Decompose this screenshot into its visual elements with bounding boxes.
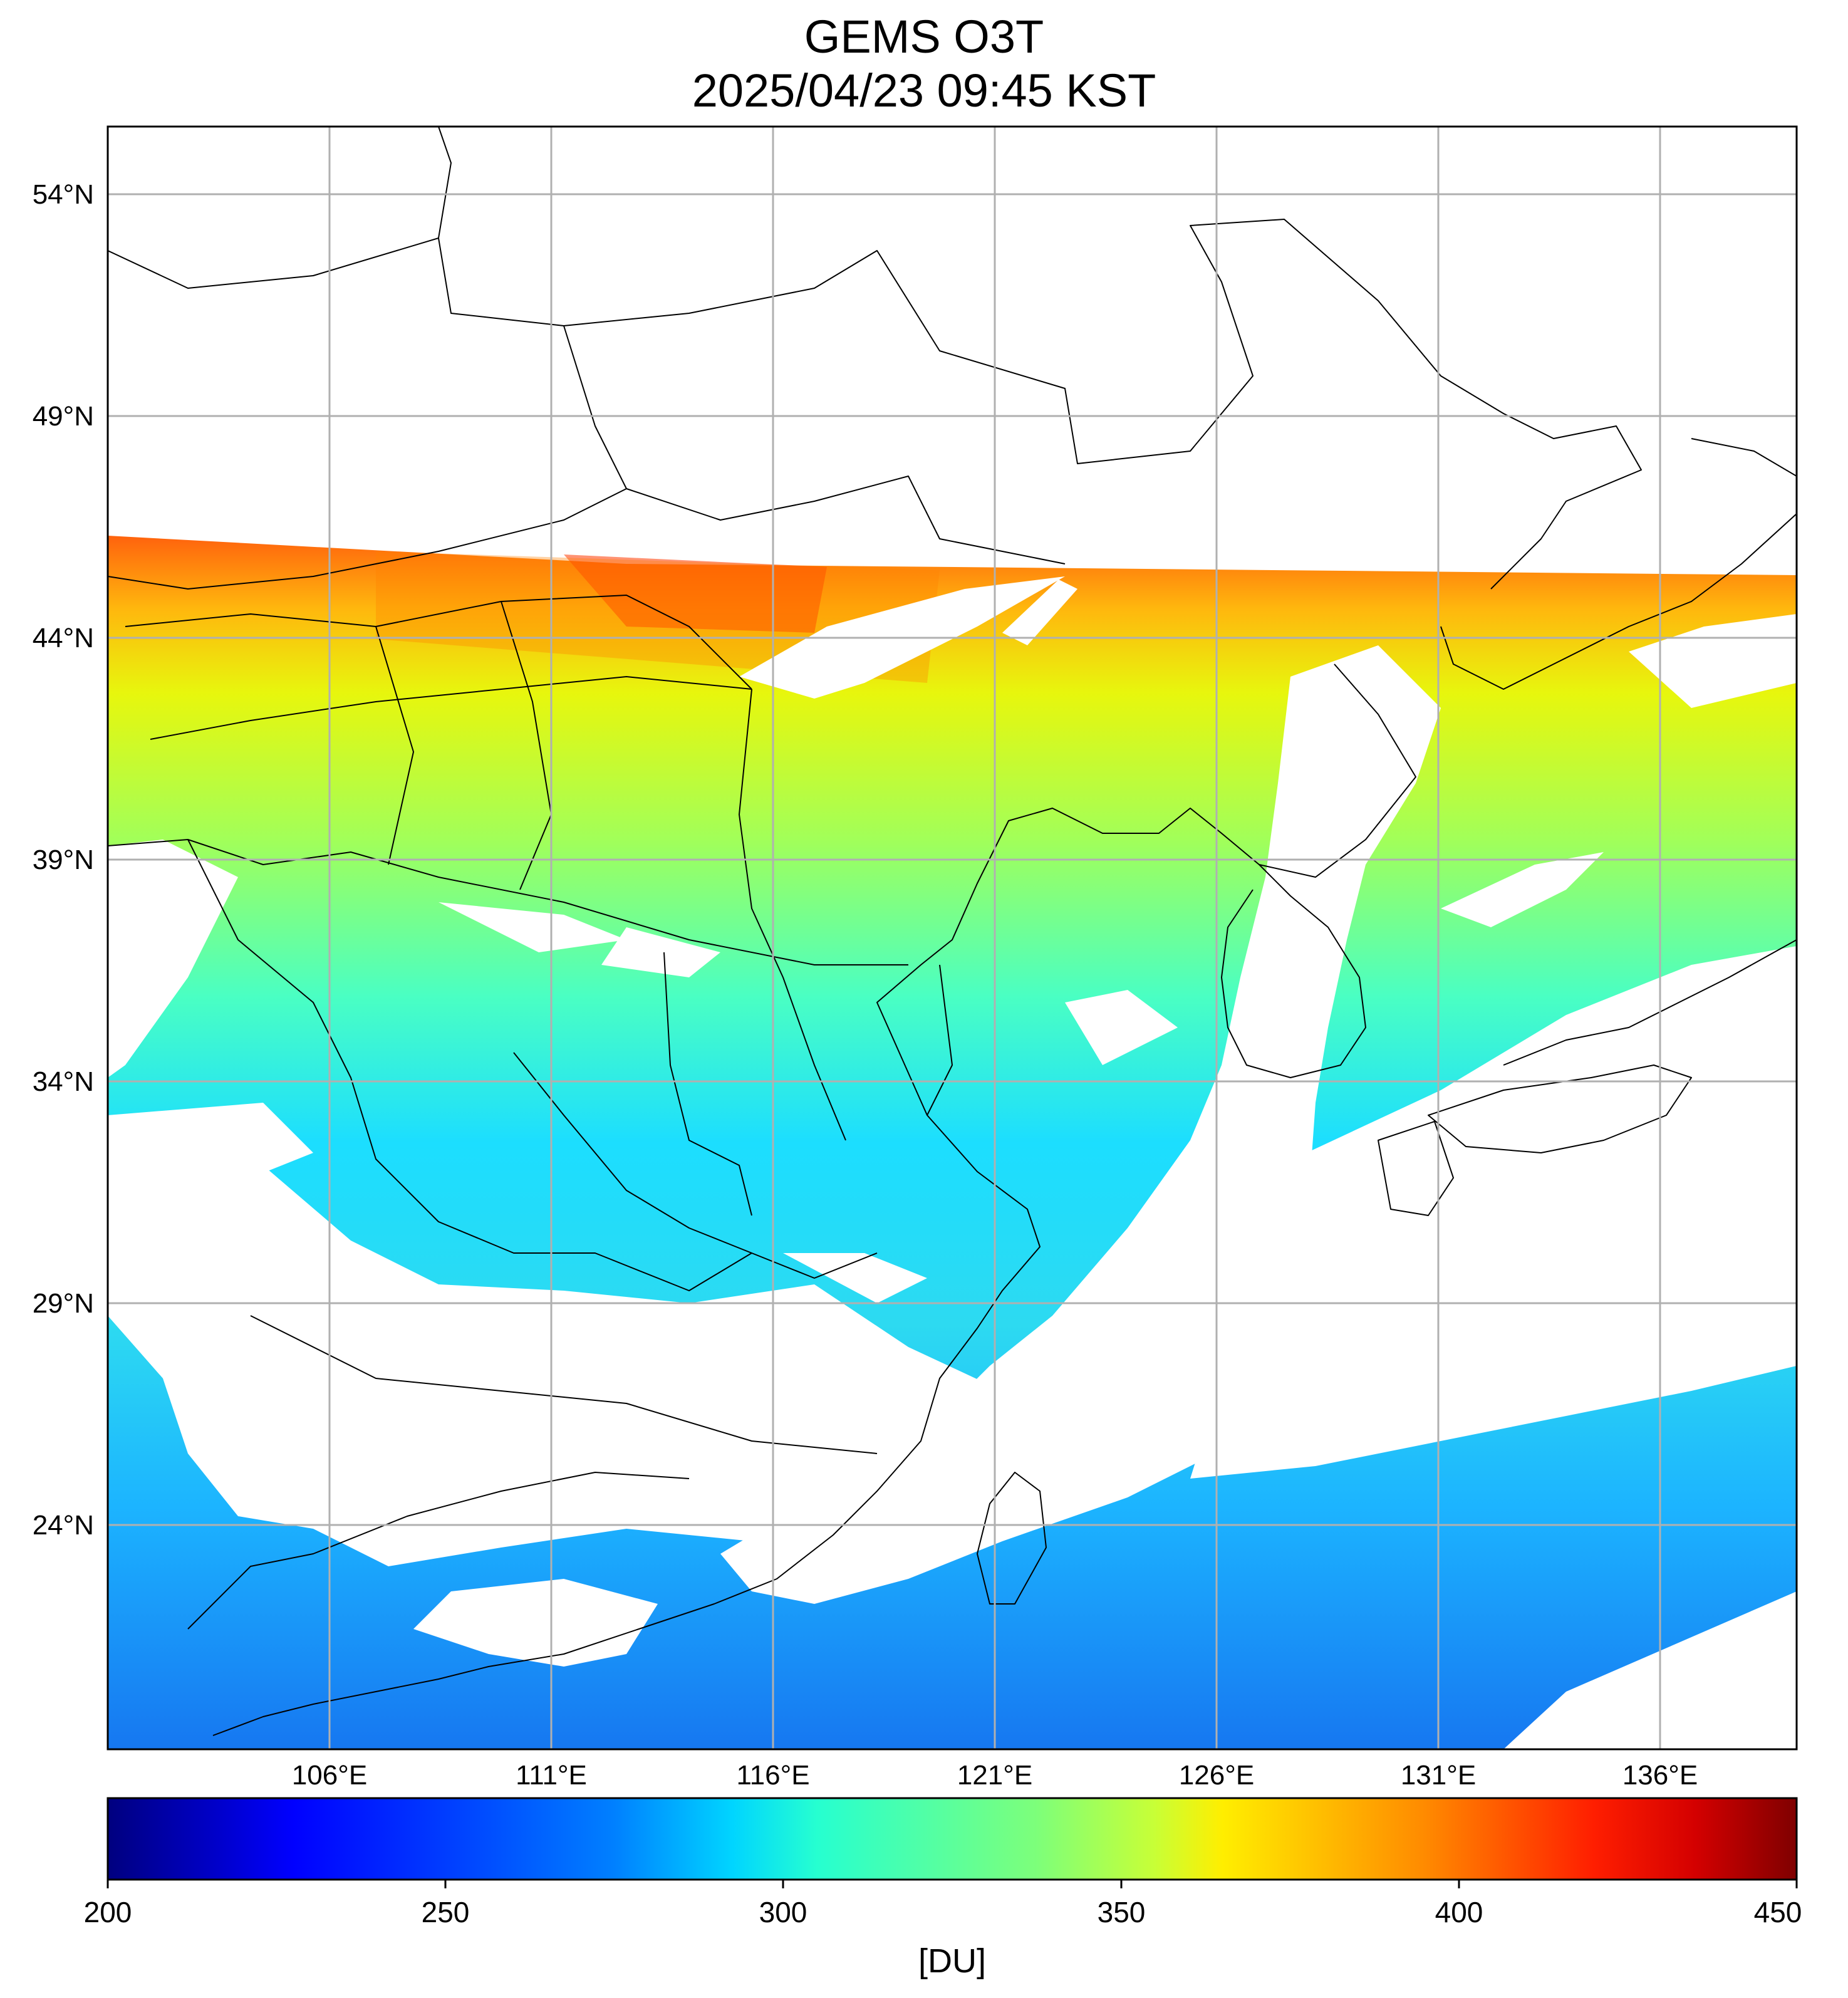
lat-label: 24°N (33, 1510, 94, 1541)
longitude-labels: 106°E 111°E 116°E 121°E 126°E 131°E 136°… (292, 1760, 1698, 1791)
lon-label: 131°E (1401, 1760, 1476, 1791)
lon-label: 126°E (1179, 1760, 1254, 1791)
colorbar (106, 1797, 1798, 1881)
lon-label: 136°E (1622, 1760, 1698, 1791)
latitude-labels: 54°N 49°N 44°N 39°N 34°N 29°N 24°N (33, 179, 94, 1541)
lon-label: 111°E (516, 1760, 587, 1791)
colorbar-tick-label: 300 (759, 1896, 807, 1928)
map-subtitle: 2025/04/23 09:45 KST (692, 65, 1156, 117)
colorbar-tick-label: 450 (1754, 1896, 1802, 1928)
colorbar-tick-label: 350 (1098, 1896, 1146, 1928)
lat-label: 29°N (33, 1288, 94, 1319)
lat-label: 39°N (33, 845, 94, 875)
lon-label: 106°E (292, 1760, 367, 1791)
colorbar-tick-label: 250 (422, 1896, 470, 1928)
colorbar-tick-labels: 200 250 300 350 400 450 (84, 1896, 1802, 1928)
map-title: GEMS O3T (804, 11, 1044, 63)
colorbar-ticks (106, 1880, 1798, 1888)
lon-label: 121°E (957, 1760, 1032, 1791)
colorbar-tick-label: 200 (84, 1896, 132, 1928)
graticule (108, 127, 1797, 1749)
lat-label: 44°N (33, 623, 94, 653)
lon-label: 116°E (736, 1760, 809, 1791)
missing-data-areas (108, 576, 1797, 1749)
colorbar-tick-label: 400 (1435, 1896, 1483, 1928)
map-frame (106, 125, 1798, 1751)
lat-label: 49°N (33, 401, 94, 432)
lat-label: 34°N (33, 1066, 94, 1097)
lat-label: 54°N (33, 179, 94, 210)
ozone-field (108, 127, 1797, 1749)
colorbar-unit-label: [DU] (918, 1942, 986, 1980)
